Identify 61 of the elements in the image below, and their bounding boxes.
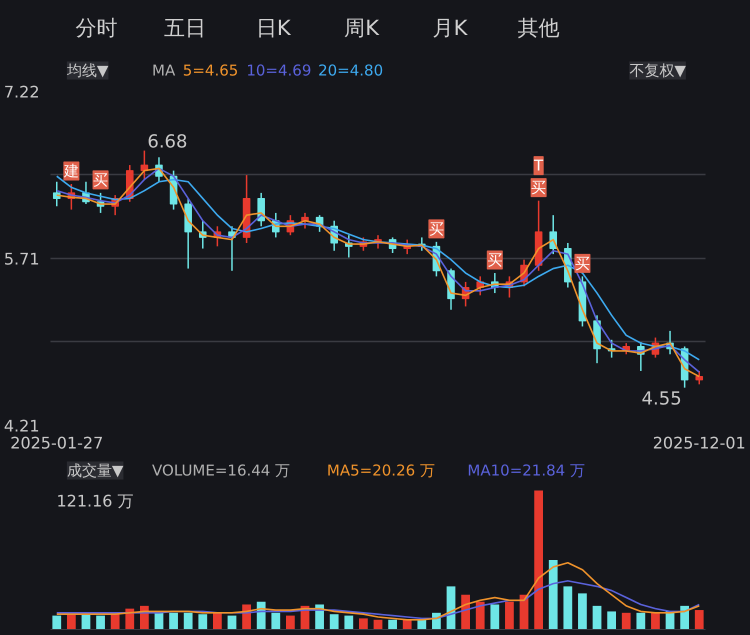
annotation: 买 — [531, 178, 546, 197]
text: 均线▼ — [66, 62, 109, 80]
y-tick-label: 7.22 — [4, 82, 40, 102]
bar — [520, 594, 528, 630]
bar — [490, 604, 500, 630]
text: 10=4.69 — [246, 62, 312, 80]
bar — [607, 611, 616, 630]
bar — [271, 612, 280, 630]
bar — [476, 602, 485, 630]
text: 分时 — [75, 16, 118, 40]
annotation: 买 — [428, 220, 444, 238]
bar — [198, 614, 208, 630]
text: 月K — [432, 16, 469, 40]
bar — [388, 620, 397, 630]
text: 五日 — [164, 16, 206, 40]
bar — [169, 612, 178, 630]
bar — [330, 614, 339, 630]
bar — [563, 586, 572, 630]
bar — [534, 490, 543, 630]
text: 不复权▼ — [629, 62, 686, 80]
bar — [344, 616, 354, 630]
bar — [548, 560, 558, 630]
annotation: 4.55 — [642, 388, 682, 410]
bar — [52, 616, 62, 630]
bar — [446, 586, 456, 630]
bar — [184, 612, 193, 630]
text: MA — [152, 62, 176, 80]
text: 5=4.65 — [182, 62, 238, 80]
bar — [286, 616, 295, 630]
bar — [636, 612, 646, 630]
text: 其他 — [517, 16, 560, 40]
bar — [213, 612, 222, 630]
bar — [651, 612, 660, 630]
annotation: 买 — [93, 170, 108, 189]
y-tick-label: 4.21 — [4, 416, 40, 436]
bar — [359, 618, 368, 630]
bar — [578, 593, 587, 630]
annotation: 建 — [62, 162, 79, 180]
y-tick-label: 5.71 — [4, 250, 40, 269]
text: MA5=20.26 万 — [326, 462, 435, 480]
text: 日K — [256, 16, 292, 40]
annotation: 买 — [487, 251, 502, 270]
x-tick-label: 2025-01-27 — [10, 434, 104, 452]
text: 周K — [344, 16, 380, 40]
bar — [622, 612, 631, 630]
bar — [694, 610, 704, 630]
annotation: T — [533, 156, 544, 175]
text: MA10=21.84 万 — [467, 462, 585, 480]
bar — [96, 616, 105, 630]
x-tick-label: 2025-12-01 — [652, 434, 746, 452]
annotation: 6.68 — [147, 132, 188, 153]
bar — [592, 606, 602, 630]
bar — [505, 602, 514, 630]
candlestick — [695, 370, 704, 386]
bar — [228, 616, 236, 630]
text: 20=4.80 — [318, 62, 384, 80]
annotation: 121.16 万 — [56, 492, 134, 510]
bar — [374, 620, 382, 630]
text: VOLUME=16.44 万 — [152, 462, 290, 480]
annotation: 买 — [574, 254, 590, 272]
text: 成交量▼ — [66, 462, 124, 480]
